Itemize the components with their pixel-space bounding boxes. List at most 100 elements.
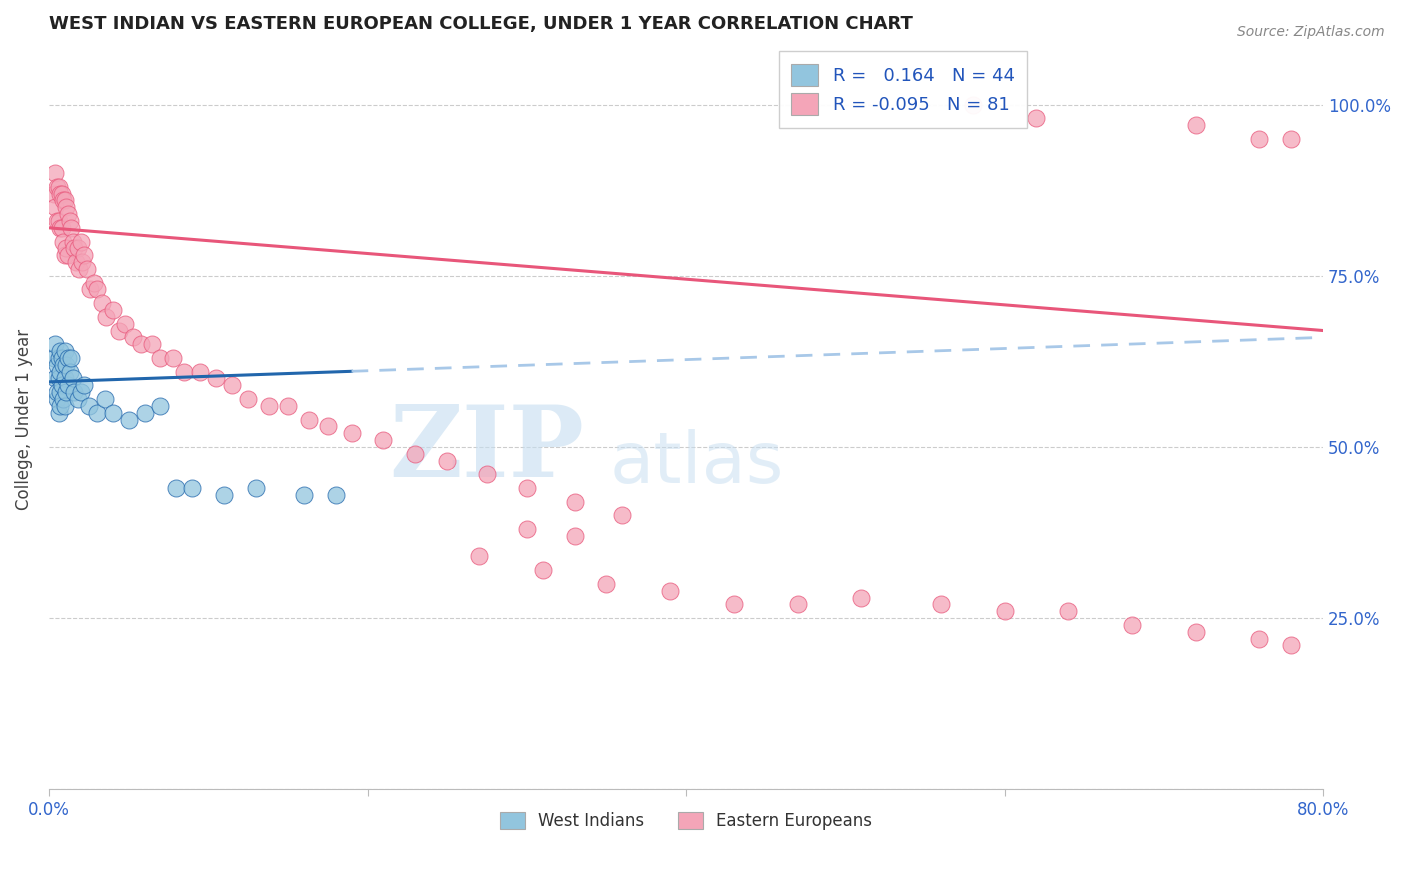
Y-axis label: College, Under 1 year: College, Under 1 year: [15, 329, 32, 510]
Point: [56, 351, 79, 365]
Point: [55, 358, 77, 372]
Point: [63, 241, 86, 255]
Point: [49, 399, 72, 413]
Point: [83, 276, 105, 290]
Point: [90, 296, 112, 310]
Point: [45, 392, 67, 406]
Point: [929, 598, 952, 612]
Point: [45, 214, 67, 228]
Point: [51, 220, 73, 235]
Point: [55, 200, 77, 214]
Point: [149, 351, 172, 365]
Point: [56, 207, 79, 221]
Point: [221, 378, 243, 392]
Point: [49, 385, 72, 400]
Point: [53, 194, 76, 208]
Legend: West Indians, Eastern Europeans: West Indians, Eastern Europeans: [494, 805, 879, 837]
Point: [79, 282, 101, 296]
Point: [44, 337, 66, 351]
Point: [531, 563, 554, 577]
Point: [69, 235, 91, 249]
Point: [45, 179, 67, 194]
Point: [962, 97, 984, 112]
Point: [564, 529, 586, 543]
Point: [340, 426, 363, 441]
Point: [51, 186, 73, 201]
Point: [60, 351, 83, 365]
Point: [149, 399, 172, 413]
Point: [48, 371, 70, 385]
Point: [48, 351, 70, 365]
Point: [114, 317, 136, 331]
Point: [45, 358, 67, 372]
Text: Source: ZipAtlas.com: Source: ZipAtlas.com: [1237, 25, 1385, 39]
Point: [77, 399, 100, 413]
Point: [52, 392, 75, 406]
Point: [1279, 639, 1302, 653]
Text: atlas: atlas: [610, 429, 785, 499]
Point: [44, 166, 66, 180]
Point: [516, 481, 538, 495]
Point: [51, 351, 73, 365]
Point: [212, 488, 235, 502]
Point: [173, 365, 195, 379]
Point: [52, 358, 75, 372]
Text: ZIP: ZIP: [389, 401, 583, 498]
Point: [108, 324, 131, 338]
Point: [468, 549, 491, 564]
Point: [181, 481, 204, 495]
Point: [93, 392, 115, 406]
Point: [63, 385, 86, 400]
Point: [245, 481, 267, 495]
Point: [277, 399, 299, 413]
Point: [76, 261, 98, 276]
Point: [373, 433, 395, 447]
Point: [257, 399, 280, 413]
Point: [49, 365, 72, 379]
Point: [59, 365, 82, 379]
Point: [851, 591, 873, 605]
Point: [316, 419, 339, 434]
Point: [56, 248, 79, 262]
Point: [48, 179, 70, 194]
Point: [122, 330, 145, 344]
Point: [44, 200, 66, 214]
Point: [101, 406, 124, 420]
Point: [72, 255, 94, 269]
Point: [53, 248, 76, 262]
Point: [723, 598, 745, 612]
Point: [236, 392, 259, 406]
Point: [117, 412, 139, 426]
Point: [62, 371, 84, 385]
Point: [49, 344, 72, 359]
Point: [96, 310, 118, 324]
Point: [1184, 624, 1206, 639]
Point: [69, 385, 91, 400]
Point: [73, 248, 96, 262]
Point: [42, 186, 65, 201]
Point: [42, 351, 65, 365]
Point: [51, 378, 73, 392]
Point: [59, 214, 82, 228]
Point: [1121, 618, 1143, 632]
Point: [1249, 132, 1271, 146]
Text: WEST INDIAN VS EASTERN EUROPEAN COLLEGE, UNDER 1 YEAR CORRELATION CHART: WEST INDIAN VS EASTERN EUROPEAN COLLEGE,…: [49, 15, 912, 33]
Point: [165, 481, 187, 495]
Point: [66, 392, 89, 406]
Point: [55, 385, 77, 400]
Point: [48, 406, 70, 420]
Point: [1025, 112, 1047, 126]
Point: [162, 351, 184, 365]
Point: [67, 261, 90, 276]
Point: [52, 235, 75, 249]
Point: [48, 214, 70, 228]
Point: [404, 447, 426, 461]
Point: [1184, 118, 1206, 132]
Point: [134, 406, 156, 420]
Point: [65, 255, 87, 269]
Point: [66, 241, 89, 255]
Point: [141, 337, 163, 351]
Point: [86, 282, 108, 296]
Point: [62, 235, 84, 249]
Point: [53, 371, 76, 385]
